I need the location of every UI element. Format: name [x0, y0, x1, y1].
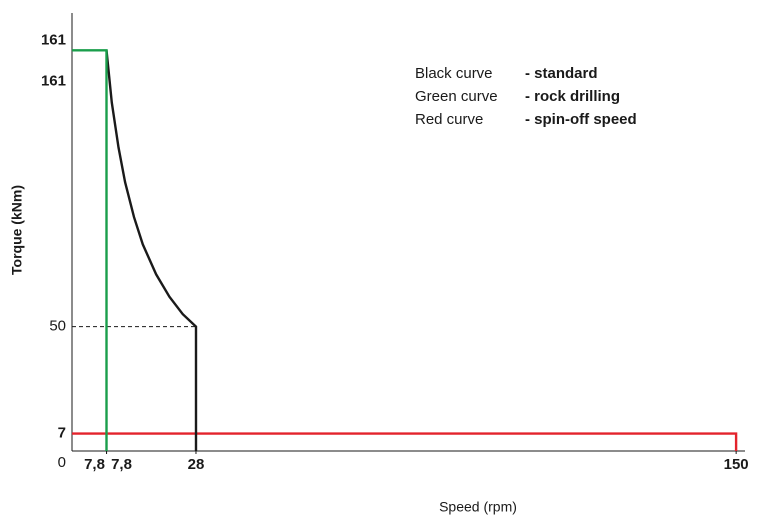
x-tick-label: 28 — [188, 456, 205, 473]
curve — [72, 432, 738, 451]
y-tick-label: 161 — [41, 31, 66, 48]
x-tick-label: 7,8 — [111, 456, 132, 473]
y-tick-label: 0 — [58, 454, 66, 471]
curve — [105, 50, 198, 451]
y-axis-title: Torque (kNm) — [9, 185, 25, 275]
x-tick-label: 150 — [724, 456, 749, 473]
y-tick-label: 50 — [49, 318, 66, 335]
x-tick-label: 7,8 — [84, 456, 105, 473]
legend-description: - standard — [525, 65, 598, 82]
curve — [72, 49, 108, 451]
legend-description: - rock drilling — [525, 88, 620, 105]
legend-name: Green curve — [415, 88, 498, 105]
y-tick-label: 161 — [41, 72, 66, 89]
y-tick-label: 7 — [58, 425, 66, 442]
legend-description: - spin-off speed — [525, 111, 637, 128]
x-axis-title: Speed (rpm) — [439, 499, 517, 515]
legend-name: Black curve — [415, 65, 493, 82]
legend-name: Red curve — [415, 111, 483, 128]
